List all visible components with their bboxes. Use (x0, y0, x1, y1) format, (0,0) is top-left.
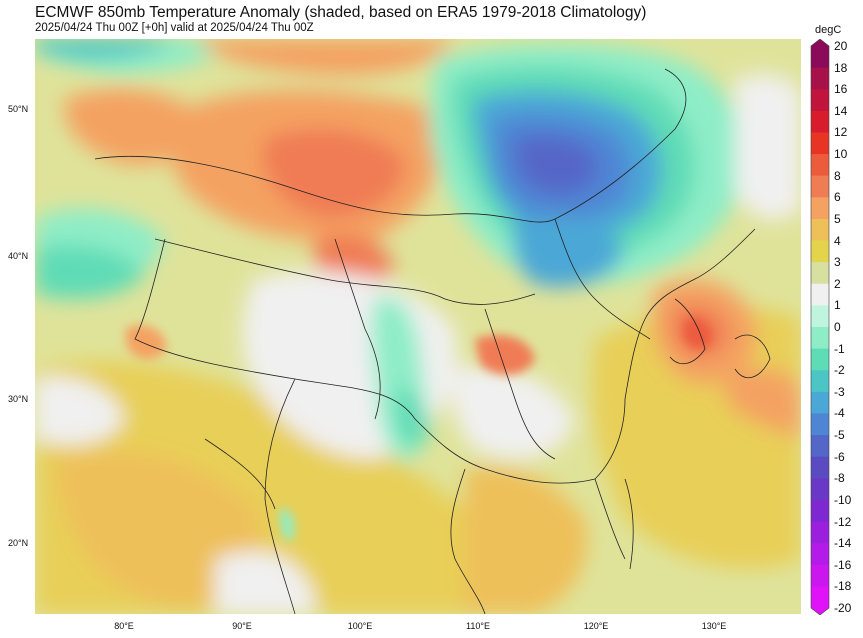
lon-label-120e: 120°E (583, 621, 609, 631)
lon-label-100e: 100°E (347, 621, 373, 631)
colorbar-tick-label: 10 (834, 147, 848, 162)
colorbar-tick-label: 16 (834, 82, 848, 97)
colorbar-swatch (811, 67, 829, 90)
colorbar-swatch (811, 370, 829, 393)
lon-label-110e: 110°E (466, 621, 490, 631)
colorbar-tick-label: -2 (834, 363, 845, 378)
colorbar-tick-label: 12 (834, 125, 848, 140)
colorbar-swatch (811, 564, 829, 587)
colorbar-swatch (811, 348, 829, 371)
colorbar-tick-label: -4 (834, 406, 845, 421)
colorbar-tick-label: 3 (834, 255, 841, 270)
colorbar-swatch (811, 262, 829, 285)
colorbar-swatch (811, 521, 829, 544)
colorbar-outline (810, 39, 830, 615)
colorbar-swatch (811, 456, 829, 479)
colorbar-swatch (811, 413, 829, 436)
colorbar-swatch (811, 305, 829, 328)
lon-label-80e: 80°E (114, 621, 134, 631)
colorbar-extend-bottom (811, 608, 829, 615)
colorbar-swatch (811, 240, 829, 263)
colorbar-tick-label: 6 (834, 190, 841, 205)
colorbar-extend-top (811, 39, 829, 46)
lat-label-20n: 20°N (8, 538, 29, 548)
lat-label-50n: 50°N (8, 104, 29, 114)
colorbar-tick-label: -3 (834, 384, 845, 399)
map-title: ECMWF 850mb Temperature Anomaly (shaded,… (35, 4, 647, 21)
colorbar-swatch (811, 586, 829, 609)
colorbar-tick-label: -1 (834, 341, 845, 356)
colorbar-unit: degC (815, 24, 842, 36)
country-borders (94, 68, 771, 614)
colorbar-tick-label: 20 (834, 39, 848, 53)
colorbar-tick-label: -20 (834, 601, 852, 615)
colorbar-swatch (811, 435, 829, 458)
map-subtitle: 2025/04/24 Thu 00Z [+0h] valid at 2025/0… (35, 22, 314, 34)
colorbar-tick-label: -18 (834, 579, 852, 594)
map-canvas (35, 39, 801, 614)
colorbar-tick-label: -12 (834, 514, 852, 529)
colorbar-tick-label: -5 (834, 428, 845, 443)
anomaly-detail (125, 317, 712, 541)
colorbar-swatch (811, 89, 829, 112)
colorbar-swatch (811, 197, 829, 220)
colorbar-tick-label: -10 (834, 492, 852, 507)
colorbar-swatch (811, 110, 829, 133)
colorbar-swatch (811, 391, 829, 414)
lon-label-130e: 130°E (701, 621, 727, 631)
colorbar-swatch (811, 132, 829, 155)
anomaly-shading (35, 39, 801, 614)
colorbar-tick-label: 4 (834, 233, 841, 248)
lat-label-40n: 40°N (8, 251, 29, 261)
colorbar-swatch (811, 46, 829, 69)
colorbar-tick-label: 2 (834, 276, 841, 291)
anomaly-map[interactable] (35, 39, 801, 614)
lon-label-90e: 90°E (232, 621, 252, 631)
colorbar-tick-label: 1 (834, 298, 841, 313)
colorbar-tick-label: -14 (834, 536, 852, 551)
colorbar-tick-label: -8 (834, 471, 845, 486)
colorbar-tick-label: 5 (834, 211, 841, 226)
colorbar-tick-label: 14 (834, 103, 848, 118)
colorbar-swatch (811, 543, 829, 566)
colorbar-swatch (811, 478, 829, 501)
colorbar-swatch (811, 283, 829, 306)
colorbar-swatch (811, 154, 829, 177)
lat-label-30n: 30°N (8, 394, 29, 404)
colorbar-swatch (811, 327, 829, 350)
colorbar-tick-label: -6 (834, 449, 845, 464)
colorbar-tick-label: -16 (834, 557, 852, 572)
colorbar-tick-label: 0 (834, 320, 841, 334)
colorbar-tick-label: 8 (834, 168, 841, 183)
colorbar-swatch (811, 175, 829, 198)
colorbar-swatch (811, 499, 829, 523)
colorbar-swatch (811, 218, 829, 242)
colorbar-tick-label: 18 (834, 60, 848, 75)
colorbar (810, 39, 830, 615)
